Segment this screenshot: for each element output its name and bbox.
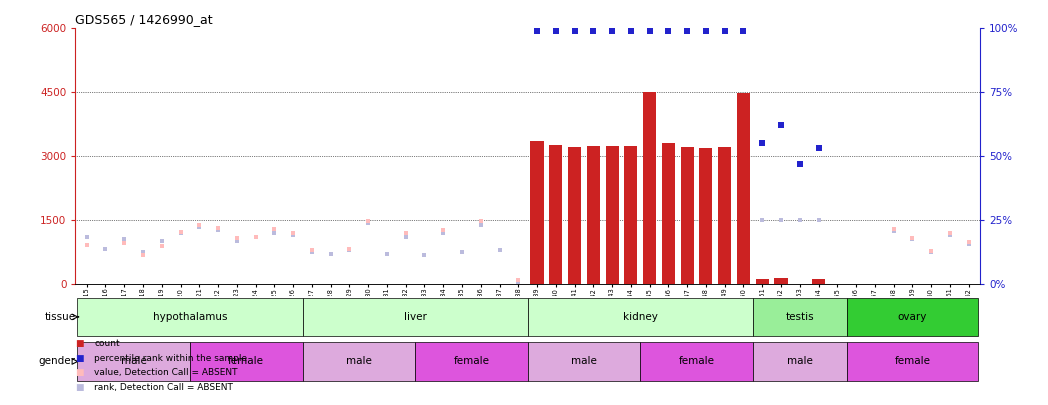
Bar — [568, 147, 582, 284]
Text: count: count — [94, 339, 119, 348]
Text: ■: ■ — [75, 383, 84, 392]
Text: ■: ■ — [75, 339, 84, 348]
Text: rank, Detection Call = ABSENT: rank, Detection Call = ABSENT — [94, 383, 234, 392]
Bar — [606, 146, 618, 284]
Text: value, Detection Call = ABSENT: value, Detection Call = ABSENT — [94, 368, 238, 377]
Bar — [847, 298, 978, 336]
Text: ovary: ovary — [898, 312, 927, 322]
Text: female: female — [894, 356, 931, 367]
Text: ■: ■ — [75, 354, 84, 362]
Bar — [640, 342, 752, 381]
Text: gender: gender — [39, 356, 75, 367]
Text: male: male — [121, 356, 147, 367]
Bar — [812, 279, 825, 284]
Bar — [530, 141, 544, 284]
Bar — [752, 298, 847, 336]
Bar — [78, 342, 190, 381]
Bar — [699, 148, 713, 284]
Text: tissue: tissue — [45, 312, 75, 322]
Text: testis: testis — [785, 312, 814, 322]
Bar — [643, 92, 656, 284]
Text: male: male — [571, 356, 597, 367]
Bar — [680, 147, 694, 284]
Bar — [662, 143, 675, 284]
Text: GDS565 / 1426990_at: GDS565 / 1426990_at — [75, 13, 213, 26]
Bar — [718, 147, 732, 284]
Text: hypothalamus: hypothalamus — [153, 312, 227, 322]
Bar — [78, 298, 303, 336]
Bar — [737, 93, 750, 284]
Text: female: female — [678, 356, 715, 367]
Text: percentile rank within the sample: percentile rank within the sample — [94, 354, 247, 362]
Bar — [527, 298, 752, 336]
Bar — [415, 342, 528, 381]
Bar — [527, 342, 640, 381]
Text: female: female — [454, 356, 489, 367]
Text: male: male — [346, 356, 372, 367]
Bar — [549, 145, 563, 284]
Text: kidney: kidney — [623, 312, 658, 322]
Text: liver: liver — [403, 312, 427, 322]
Bar — [190, 342, 303, 381]
Bar — [752, 342, 847, 381]
Text: ■: ■ — [75, 368, 84, 377]
Bar — [847, 342, 978, 381]
Text: female: female — [228, 356, 264, 367]
Bar — [625, 146, 637, 284]
Bar — [756, 279, 769, 284]
Text: male: male — [787, 356, 812, 367]
Bar — [774, 278, 787, 284]
Bar — [587, 146, 599, 284]
Bar — [303, 342, 415, 381]
Bar — [303, 298, 527, 336]
